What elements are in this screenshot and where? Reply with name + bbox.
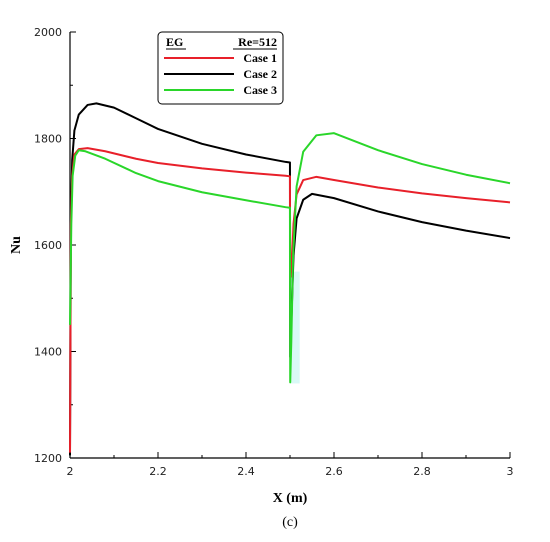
x-axis-title: X (m) (273, 491, 308, 506)
legend-box (157, 31, 284, 105)
legend-label: Case 2 (243, 67, 277, 81)
x-tick-label: 2.8 (413, 465, 431, 478)
x-tick-label: 3 (507, 465, 514, 478)
series-line-case-1 (69, 147, 511, 453)
legend-header-reynolds: Re=512 (238, 35, 277, 49)
series-line-case-3 (69, 132, 511, 384)
x-tick-label: 2.2 (149, 465, 167, 478)
x-tick-label: 2.6 (325, 465, 343, 478)
figure-caption: (c) (282, 515, 298, 530)
y-tick-label: 1800 (34, 133, 62, 146)
x-tick-label: 2.4 (237, 465, 255, 478)
series-line-case-2 (69, 102, 511, 456)
y-tick-label: 1400 (34, 346, 62, 359)
y-axis-title: Nu (9, 236, 24, 254)
series-lines (69, 102, 511, 456)
legend-label: Case 1 (243, 51, 277, 65)
legend-entries: Case 1 Case 2 Case 3 (164, 51, 277, 97)
shaded-band (290, 271, 300, 384)
x-tick-label: 2 (67, 465, 74, 478)
y-tick-label: 1200 (34, 452, 62, 465)
legend-header-fluid: EG (166, 35, 183, 49)
y-tick-label: 1600 (34, 239, 62, 252)
y-ticks: 1200 1400 1600 1800 2000 (34, 26, 76, 465)
legend: EG Re=512 Case 1 Case 2 Case 3 (157, 31, 284, 105)
legend-label: Case 3 (243, 83, 277, 97)
y-tick-label: 2000 (34, 26, 62, 39)
x-ticks: 2 2.2 2.4 2.6 2.8 3 (67, 452, 514, 478)
